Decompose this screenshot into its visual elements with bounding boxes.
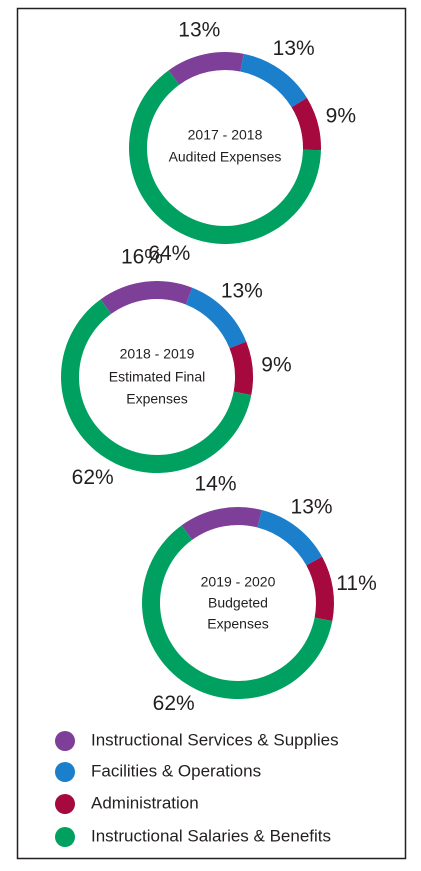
- center-label: Audited Expenses: [169, 149, 282, 165]
- value-label: 13%: [221, 280, 263, 303]
- legend-swatch: [55, 762, 75, 782]
- legend-label: Administration: [91, 793, 199, 812]
- value-label: 13%: [291, 496, 333, 519]
- donut-segment: [306, 556, 335, 621]
- value-label: 62%: [72, 466, 114, 489]
- donut-segment: [257, 510, 323, 566]
- legend-label: Facilities & Operations: [91, 761, 261, 780]
- center-label: 2017 - 2018: [188, 127, 263, 143]
- donut-segment: [240, 53, 307, 108]
- donut-segment: [291, 97, 322, 151]
- value-label: 62%: [153, 692, 195, 715]
- donut-segment: [185, 287, 247, 349]
- value-label: 14%: [194, 473, 236, 496]
- center-label: Budgeted: [208, 595, 268, 611]
- legend-label: Instructional Salaries & Benefits: [91, 826, 331, 845]
- value-label: 16%: [121, 245, 163, 268]
- value-label: 9%: [261, 353, 291, 376]
- legend-label: Instructional Services & Supplies: [91, 730, 339, 749]
- value-label: 11%: [336, 572, 376, 595]
- legend-swatch: [55, 794, 75, 814]
- donut-segment: [229, 341, 253, 395]
- frame: [16, 7, 407, 860]
- center-label: 2018 - 2019: [120, 346, 195, 362]
- legend-swatch: [55, 731, 75, 751]
- center-label: Expenses: [207, 616, 268, 632]
- legend-swatch: [55, 827, 75, 847]
- center-label: 2019 - 2020: [201, 574, 276, 590]
- value-label: 64%: [148, 242, 190, 265]
- value-label: 13%: [273, 37, 315, 60]
- donut-segment: [181, 506, 262, 540]
- value-label: 13%: [178, 18, 220, 41]
- donut-segment: [100, 281, 193, 314]
- donut-segment: [168, 52, 244, 85]
- center-label: Expenses: [126, 391, 187, 407]
- value-label: 9%: [326, 104, 356, 127]
- center-label: Estimated Final: [109, 369, 205, 385]
